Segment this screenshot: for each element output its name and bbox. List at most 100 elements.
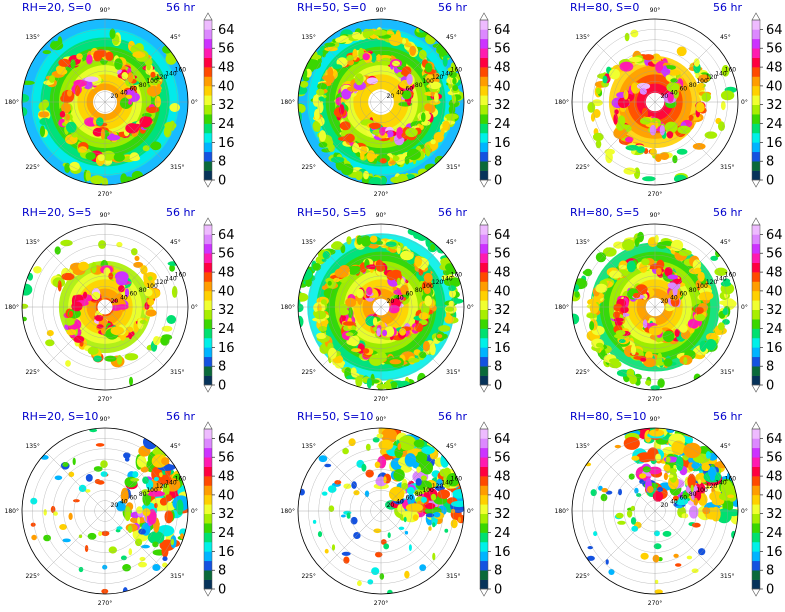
radial-tick-label: 120 (432, 74, 444, 81)
colorbar-swatch (752, 161, 760, 171)
radial-tick-label: 80 (415, 491, 423, 498)
radial-tick-label: 140 (165, 479, 177, 486)
colorbar-tick-label: 64 (766, 432, 783, 447)
radial-tick-label: 100 (696, 283, 708, 290)
colorbar-tick-label: 64 (218, 432, 235, 447)
angle-tick-label: 270° (98, 396, 112, 403)
colorbar-swatch (752, 20, 760, 30)
angle-tick-label: 315° (720, 369, 734, 376)
angle-tick-label: 225° (25, 369, 39, 376)
colorbar-tick-label: 40 (494, 79, 511, 94)
colorbar-min-arrow (479, 384, 489, 393)
colorbar-tick-label: 56 (766, 247, 783, 262)
colorbar-swatch (204, 485, 212, 496)
colorbar-swatch (752, 551, 760, 562)
colorbar-swatch (480, 532, 488, 543)
forecast-hour: 56 hr (713, 1, 742, 14)
radial-tick-label: 60 (679, 291, 687, 298)
angle-tick-label: 0° (741, 304, 748, 311)
angle-tick-label: 0° (741, 508, 748, 515)
panel-9: 204060801001201401600°45°90°135°180°225°… (555, 410, 783, 607)
colorbar-tick-label: 48 (766, 266, 783, 281)
colorbar-swatch (752, 494, 760, 505)
angle-tick-label: 315° (170, 164, 184, 171)
polar-frame (21, 223, 189, 391)
angle-tick-label: 225° (301, 573, 315, 580)
radial-tick-label: 40 (670, 498, 678, 505)
radial-tick-label: 80 (139, 491, 147, 498)
radial-tick-label: 40 (396, 498, 404, 505)
radial-tick-label: 60 (679, 495, 687, 502)
colorbar-tick-label: 48 (218, 470, 235, 485)
angle-tick-label: 225° (25, 573, 39, 580)
angle-tick-label: 45° (170, 443, 181, 450)
colorbar-swatch (752, 532, 760, 543)
colorbar-tick-label: 32 (766, 507, 783, 522)
angle-tick-label: 315° (446, 573, 460, 580)
colorbar-swatch (204, 123, 212, 134)
radial-tick-label: 100 (422, 283, 434, 290)
colorbar-swatch (204, 67, 212, 77)
forecast-hour: 56 hr (713, 206, 742, 219)
colorbar-swatch (480, 290, 488, 301)
colorbar-swatch (204, 429, 212, 439)
colorbar-tick-label: 8 (494, 155, 502, 170)
panel-title: RH=80, S=0 (570, 1, 639, 14)
colorbar-swatch (752, 579, 760, 590)
angle-tick-label: 90° (376, 7, 387, 14)
radial-tick-label: 80 (689, 491, 697, 498)
radial-tick-label: 40 (120, 294, 128, 301)
colorbar-swatch (752, 447, 760, 458)
colorbar-swatch (752, 366, 760, 376)
colorbar: 0 8 16 24 32 40 48 56 64 (203, 217, 235, 394)
radial-tick-label: 40 (670, 89, 678, 96)
radial-tick-label: 80 (139, 287, 147, 294)
panel-title: RH=50, S=0 (297, 1, 366, 14)
colorbar-swatch (480, 447, 488, 458)
colorbar-tick-label: 8 (218, 360, 226, 375)
colorbar-min-arrow (751, 384, 761, 393)
colorbar-tick-label: 32 (218, 507, 235, 522)
colorbar-swatch (480, 476, 488, 486)
radial-tick-label: 20 (661, 298, 669, 305)
colorbar-swatch (752, 67, 760, 77)
radial-tick-label: 120 (156, 483, 168, 490)
colorbar-swatch (204, 20, 212, 30)
colorbar-swatch (204, 225, 212, 235)
colorbar-swatch (752, 457, 760, 467)
colorbar-swatch (204, 161, 212, 171)
colorbar-tick-label: 64 (494, 228, 511, 243)
colorbar-tick-label: 56 (494, 451, 511, 466)
polar-frame (571, 223, 739, 391)
colorbar-min-arrow (751, 179, 761, 188)
colorbar-tick-label: 64 (218, 228, 235, 243)
radial-tick-label: 80 (415, 82, 423, 89)
colorbar-tick-label: 24 (766, 526, 783, 541)
colorbar-tick-label: 40 (218, 79, 235, 94)
colorbar-swatch (752, 485, 760, 496)
colorbar-swatch (204, 494, 212, 505)
colorbar-swatch (480, 262, 488, 273)
colorbar-tick-label: 0 (218, 379, 226, 394)
polar-frame (297, 18, 465, 186)
panel-6: 204060801001201401600°45°90°135°180°225°… (555, 206, 783, 403)
colorbar-tick-label: 16 (766, 341, 783, 356)
colorbar-swatch (752, 272, 760, 282)
colorbar-tick-label: 0 (494, 174, 502, 189)
radial-tick-label: 40 (670, 294, 678, 301)
colorbar-swatch (204, 114, 212, 124)
forecast-hour: 56 hr (713, 410, 742, 423)
panel-7: 204060801001201401600°45°90°135°180°225°… (5, 410, 235, 607)
colorbar: 0 8 16 24 32 40 48 56 64 (479, 421, 511, 598)
panel-3: 204060801001201401600°45°90°135°180°225°… (555, 1, 783, 198)
colorbar-swatch (204, 457, 212, 467)
colorbar-swatch (752, 170, 760, 181)
colorbar-tick-label: 8 (494, 564, 502, 579)
polar-frame (21, 427, 189, 595)
polar-frame (297, 223, 465, 391)
angle-tick-label: 180° (281, 99, 295, 106)
colorbar-swatch (204, 551, 212, 562)
colorbar-tick-label: 0 (766, 583, 774, 598)
colorbar-swatch (204, 375, 212, 386)
colorbar-tick-label: 64 (218, 23, 235, 38)
